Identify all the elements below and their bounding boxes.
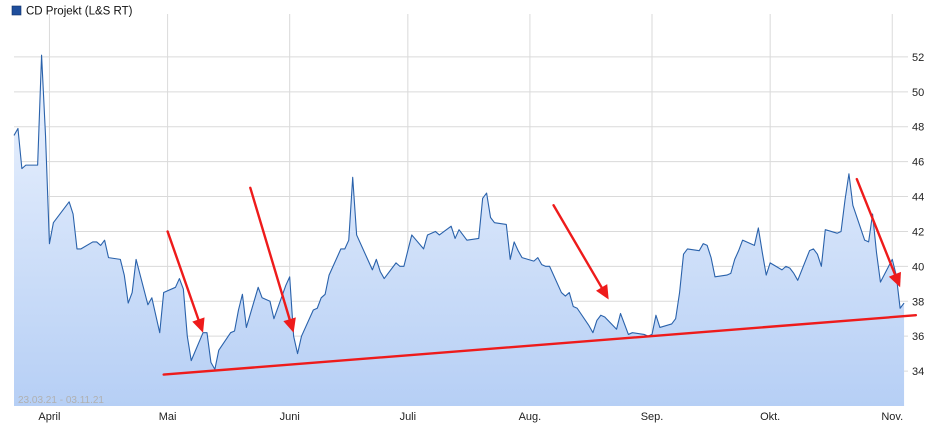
x-tick-label-juli: Juli: [400, 411, 417, 423]
legend-label: CD Projekt (L&S RT): [26, 6, 133, 18]
down-arrow-head: [596, 284, 609, 300]
annotations: [162, 177, 918, 376]
down-arrow-shaft: [552, 204, 603, 289]
down-arrow-1: [166, 230, 205, 333]
y-tick-label-48: 48: [912, 122, 924, 134]
price-line-group: [13, 54, 905, 370]
y-tick-label-40: 40: [912, 261, 924, 273]
x-tick-label-okt: Okt.: [760, 411, 780, 423]
down-arrow-3: [552, 204, 609, 300]
down-arrow-4: [855, 177, 901, 288]
x-tick-label-april: April: [38, 411, 60, 423]
down-arrow-head: [888, 271, 901, 288]
down-arrow-shaft: [855, 177, 897, 276]
down-arrow-head: [192, 317, 205, 333]
x-tick-label-nov: Nov.: [881, 411, 903, 423]
x-axis-ticks: April Mai Juni Juli Aug. Sep. Okt. Nov.: [38, 411, 903, 423]
y-tick-label-34: 34: [912, 366, 924, 378]
down-arrow-shaft: [166, 230, 200, 321]
price-line: [13, 54, 905, 370]
down-arrow-shaft: [249, 186, 291, 321]
date-range-label: 23.03.21 - 03.11.21: [18, 395, 104, 406]
x-tick-label-mai: Mai: [159, 411, 177, 423]
y-tick-label-52: 52: [912, 52, 924, 64]
y-axis-ticks: 34 36 38 40 42 44 46 48 50 52: [912, 52, 924, 378]
x-tick-label-sep: Sep.: [641, 411, 664, 423]
support-trendline: [162, 314, 918, 376]
x-tick-label-aug: Aug.: [519, 411, 542, 423]
y-tick-label-38: 38: [912, 296, 924, 308]
y-tick-label-44: 44: [912, 192, 924, 204]
down-arrow-2: [249, 186, 296, 333]
down-arrow-head: [283, 317, 296, 333]
y-tick-label-50: 50: [912, 87, 924, 99]
y-tick-label-46: 46: [912, 157, 924, 169]
legend: CD Projekt (L&S RT): [11, 5, 133, 18]
y-tick-label-36: 36: [912, 331, 924, 343]
y-tick-label-42: 42: [912, 226, 924, 238]
legend-swatch: [11, 5, 22, 16]
x-tick-label-juni: Juni: [280, 411, 300, 423]
